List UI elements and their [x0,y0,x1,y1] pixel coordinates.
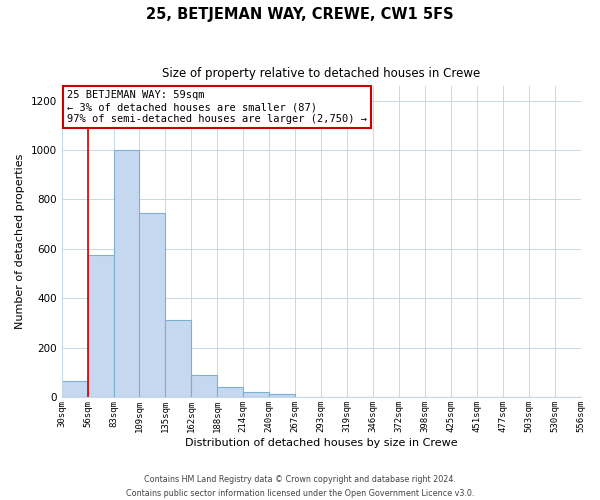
Bar [88,255,113,397]
Y-axis label: Number of detached properties: Number of detached properties [15,154,25,329]
Bar [217,387,243,397]
Bar [243,392,269,397]
Title: Size of property relative to detached houses in Crewe: Size of property relative to detached ho… [162,68,480,80]
Bar [139,213,166,397]
Bar [191,374,217,397]
Text: Contains HM Land Registry data © Crown copyright and database right 2024.
Contai: Contains HM Land Registry data © Crown c… [126,476,474,498]
Text: 25, BETJEMAN WAY, CREWE, CW1 5FS: 25, BETJEMAN WAY, CREWE, CW1 5FS [146,8,454,22]
X-axis label: Distribution of detached houses by size in Crewe: Distribution of detached houses by size … [185,438,457,448]
Text: 25 BETJEMAN WAY: 59sqm
← 3% of detached houses are smaller (87)
97% of semi-deta: 25 BETJEMAN WAY: 59sqm ← 3% of detached … [67,90,367,124]
Bar [62,381,88,397]
Bar [113,150,139,397]
Bar [269,394,295,397]
Bar [166,320,191,397]
